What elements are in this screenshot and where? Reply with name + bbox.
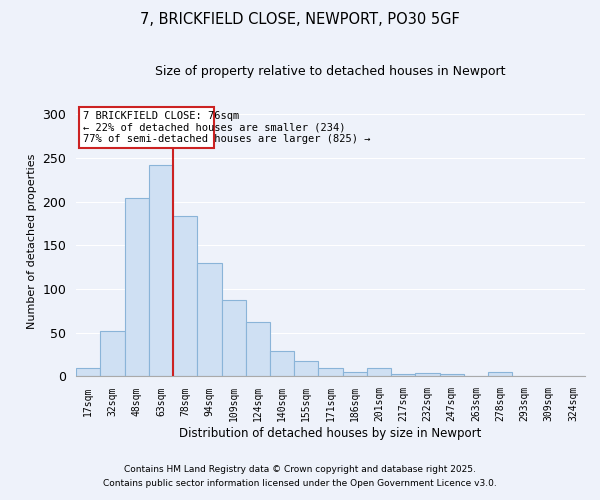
Bar <box>343 372 367 376</box>
Text: Contains HM Land Registry data © Crown copyright and database right 2025.
Contai: Contains HM Land Registry data © Crown c… <box>103 466 497 487</box>
Bar <box>440 374 464 376</box>
Bar <box>100 331 125 376</box>
Text: ← 22% of detached houses are smaller (234): ← 22% of detached houses are smaller (23… <box>83 122 346 132</box>
FancyBboxPatch shape <box>79 108 214 148</box>
Bar <box>294 360 319 376</box>
Bar <box>415 373 440 376</box>
X-axis label: Distribution of detached houses by size in Newport: Distribution of detached houses by size … <box>179 427 482 440</box>
Bar <box>488 372 512 376</box>
Bar <box>197 263 221 376</box>
Bar <box>221 300 246 376</box>
Bar <box>76 368 100 376</box>
Bar <box>270 351 294 376</box>
Text: 77% of semi-detached houses are larger (825) →: 77% of semi-detached houses are larger (… <box>83 134 371 143</box>
Title: Size of property relative to detached houses in Newport: Size of property relative to detached ho… <box>155 65 506 78</box>
Bar <box>246 322 270 376</box>
Bar <box>173 216 197 376</box>
Text: 7 BRICKFIELD CLOSE: 76sqm: 7 BRICKFIELD CLOSE: 76sqm <box>83 111 239 121</box>
Bar <box>367 368 391 376</box>
Y-axis label: Number of detached properties: Number of detached properties <box>27 154 37 328</box>
Bar <box>319 368 343 376</box>
Bar <box>125 198 149 376</box>
Bar <box>391 374 415 376</box>
Bar <box>149 165 173 376</box>
Text: 7, BRICKFIELD CLOSE, NEWPORT, PO30 5GF: 7, BRICKFIELD CLOSE, NEWPORT, PO30 5GF <box>140 12 460 28</box>
